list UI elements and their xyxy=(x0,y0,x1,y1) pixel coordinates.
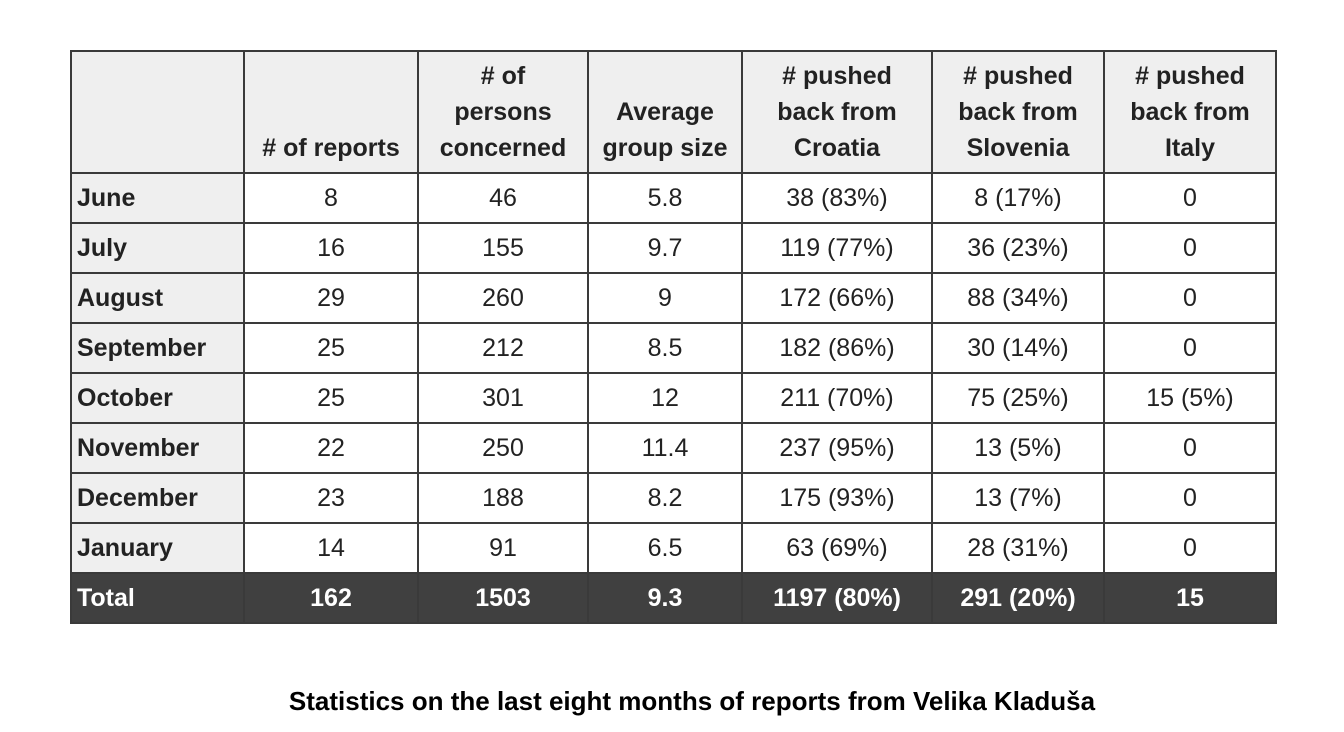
row-label-month: November xyxy=(70,422,245,474)
header-line: Average xyxy=(616,98,714,126)
cell-italy: 0 xyxy=(1103,422,1277,474)
cell-croatia: 237 (95%) xyxy=(741,422,933,474)
cell-persons: 188 xyxy=(417,472,589,524)
cell-italy: 0 xyxy=(1103,472,1277,524)
cell-average: 8.2 xyxy=(587,472,743,524)
cell-average: 5.8 xyxy=(587,172,743,224)
row-label-month: August xyxy=(70,272,245,324)
row-label-month: October xyxy=(70,372,245,424)
cell-average: 12 xyxy=(587,372,743,424)
row-label-month: July xyxy=(70,222,245,274)
cell-italy: 15 (5%) xyxy=(1103,372,1277,424)
cell-persons: 155 xyxy=(417,222,589,274)
cell-reports: 16 xyxy=(243,222,419,274)
header-line: concerned xyxy=(439,134,567,162)
cell-slovenia: 13 (7%) xyxy=(931,472,1105,524)
row-label-month: June xyxy=(70,172,245,224)
cell-slovenia: 8 (17%) xyxy=(931,172,1105,224)
cell-persons: 91 xyxy=(417,522,589,574)
header-cell-empty xyxy=(70,50,245,174)
cell-slovenia: 36 (23%) xyxy=(931,222,1105,274)
total-average: 9.3 xyxy=(587,572,743,624)
cell-reports: 14 xyxy=(243,522,419,574)
header-row: # of reports # of persons concerned Aver… xyxy=(70,50,1277,174)
header-cell-italy: # pushed back from Italy xyxy=(1103,50,1277,174)
cell-croatia: 38 (83%) xyxy=(741,172,933,224)
cell-croatia: 182 (86%) xyxy=(741,322,933,374)
cell-persons: 250 xyxy=(417,422,589,474)
cell-italy: 0 xyxy=(1103,322,1277,374)
table-row: June 8 46 5.8 38 (83%) 8 (17%) 0 xyxy=(70,172,1277,224)
cell-reports: 23 xyxy=(243,472,419,524)
cell-slovenia: 88 (34%) xyxy=(931,272,1105,324)
table-row: August 29 260 9 172 (66%) 88 (34%) 0 xyxy=(70,272,1277,324)
cell-croatia: 211 (70%) xyxy=(741,372,933,424)
header-line: back from xyxy=(777,98,897,126)
total-persons: 1503 xyxy=(417,572,589,624)
header-line: back from xyxy=(958,98,1078,126)
header-cell-reports: # of reports xyxy=(243,50,419,174)
cell-reports: 8 xyxy=(243,172,419,224)
cell-persons: 46 xyxy=(417,172,589,224)
header-line: # pushed xyxy=(782,62,892,90)
table-row: October 25 301 12 211 (70%) 75 (25%) 15 … xyxy=(70,372,1277,424)
cell-average: 8.5 xyxy=(587,322,743,374)
cell-reports: 22 xyxy=(243,422,419,474)
cell-croatia: 63 (69%) xyxy=(741,522,933,574)
cell-average: 9.7 xyxy=(587,222,743,274)
row-label-month: September xyxy=(70,322,245,374)
statistics-table: # of reports # of persons concerned Aver… xyxy=(70,50,1277,624)
table-row: December 23 188 8.2 175 (93%) 13 (7%) 0 xyxy=(70,472,1277,524)
header-line: # of reports xyxy=(262,134,400,162)
row-label-month: December xyxy=(70,472,245,524)
cell-average: 11.4 xyxy=(587,422,743,474)
cell-average: 6.5 xyxy=(587,522,743,574)
cell-italy: 0 xyxy=(1103,172,1277,224)
header-cell-slovenia: # pushed back from Slovenia xyxy=(931,50,1105,174)
cell-persons: 260 xyxy=(417,272,589,324)
header-cell-persons: # of persons concerned xyxy=(417,50,589,174)
total-reports: 162 xyxy=(243,572,419,624)
header-line: # of xyxy=(480,62,526,90)
total-slovenia: 291 (20%) xyxy=(931,572,1105,624)
cell-slovenia: 28 (31%) xyxy=(931,522,1105,574)
header-line: group size xyxy=(602,134,728,162)
cell-italy: 0 xyxy=(1103,272,1277,324)
cell-slovenia: 75 (25%) xyxy=(931,372,1105,424)
cell-slovenia: 13 (5%) xyxy=(931,422,1105,474)
header-line: back from xyxy=(1130,98,1250,126)
cell-croatia: 119 (77%) xyxy=(741,222,933,274)
header-cell-average: Average group size xyxy=(587,50,743,174)
cell-reports: 29 xyxy=(243,272,419,324)
table-row: July 16 155 9.7 119 (77%) 36 (23%) 0 xyxy=(70,222,1277,274)
header-line: Slovenia xyxy=(966,134,1070,162)
total-row: Total 162 1503 9.3 1197 (80%) 291 (20%) … xyxy=(70,572,1277,624)
cell-reports: 25 xyxy=(243,372,419,424)
row-label-month: January xyxy=(70,522,245,574)
total-italy: 15 xyxy=(1103,572,1277,624)
total-croatia: 1197 (80%) xyxy=(741,572,933,624)
header-line: # pushed xyxy=(1135,62,1245,90)
header-line: Croatia xyxy=(793,134,881,162)
cell-italy: 0 xyxy=(1103,522,1277,574)
table-caption: Statistics on the last eight months of r… xyxy=(288,686,1096,716)
cell-croatia: 172 (66%) xyxy=(741,272,933,324)
cell-persons: 212 xyxy=(417,322,589,374)
cell-persons: 301 xyxy=(417,372,589,424)
total-label: Total xyxy=(70,572,245,624)
header-line: # pushed xyxy=(963,62,1073,90)
table-row: January 14 91 6.5 63 (69%) 28 (31%) 0 xyxy=(70,522,1277,574)
cell-croatia: 175 (93%) xyxy=(741,472,933,524)
table-row: November 22 250 11.4 237 (95%) 13 (5%) 0 xyxy=(70,422,1277,474)
header-cell-croatia: # pushed back from Croatia xyxy=(741,50,933,174)
cell-italy: 0 xyxy=(1103,222,1277,274)
header-line: persons xyxy=(454,98,552,126)
cell-slovenia: 30 (14%) xyxy=(931,322,1105,374)
table-row: September 25 212 8.5 182 (86%) 30 (14%) … xyxy=(70,322,1277,374)
cell-reports: 25 xyxy=(243,322,419,374)
cell-average: 9 xyxy=(587,272,743,324)
header-line: Italy xyxy=(1164,134,1216,162)
